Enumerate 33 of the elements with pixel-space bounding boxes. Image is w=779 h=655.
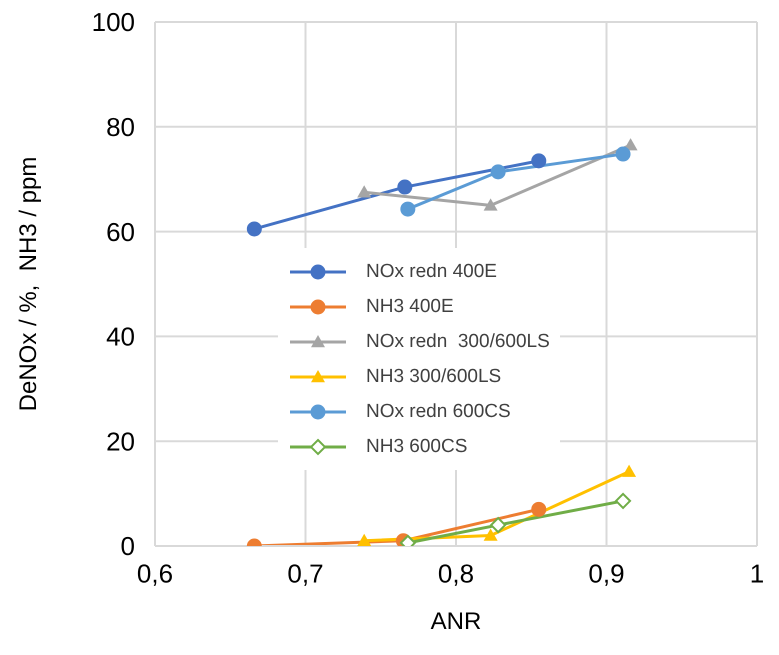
- y-tick-label: 0: [120, 531, 135, 562]
- x-axis-title: ANR: [430, 608, 482, 635]
- y-tick-label: 80: [106, 112, 135, 142]
- point: [622, 464, 636, 477]
- y-tick-label: 100: [92, 7, 135, 38]
- y-tick-label: 60: [106, 216, 135, 247]
- y-tick-label: 40: [106, 322, 135, 352]
- point: [357, 185, 372, 198]
- legend-label: NH3 300/600LS: [366, 366, 502, 388]
- x-tick-label: 1: [750, 558, 764, 588]
- x-tick-label: 0,8: [438, 558, 474, 588]
- point: [484, 528, 498, 541]
- y-axis-title: DeNOx / %, NH3 / ppm: [15, 156, 42, 412]
- legend-label: NOx redn 300/600LS: [366, 330, 550, 352]
- point: [246, 221, 262, 236]
- legend-label: NOx redn 600CS: [366, 400, 511, 422]
- point: [484, 198, 498, 211]
- x-tick-label: 0,9: [588, 558, 625, 588]
- point: [490, 164, 506, 180]
- y-tick-label: 20: [106, 426, 135, 456]
- point: [490, 517, 506, 534]
- x-tick-label: 0,6: [136, 558, 174, 588]
- point: [400, 202, 416, 217]
- point: [615, 492, 632, 509]
- point: [531, 502, 546, 517]
- point: [616, 146, 631, 162]
- point: [397, 180, 412, 195]
- legend-label: NH3 400E: [366, 296, 454, 318]
- legend-label: NOx redn 400E: [366, 260, 497, 282]
- point: [531, 153, 546, 168]
- point: [357, 534, 372, 546]
- legend-label: NH3 600CS: [366, 436, 468, 458]
- x-tick-label: 0,7: [287, 558, 324, 588]
